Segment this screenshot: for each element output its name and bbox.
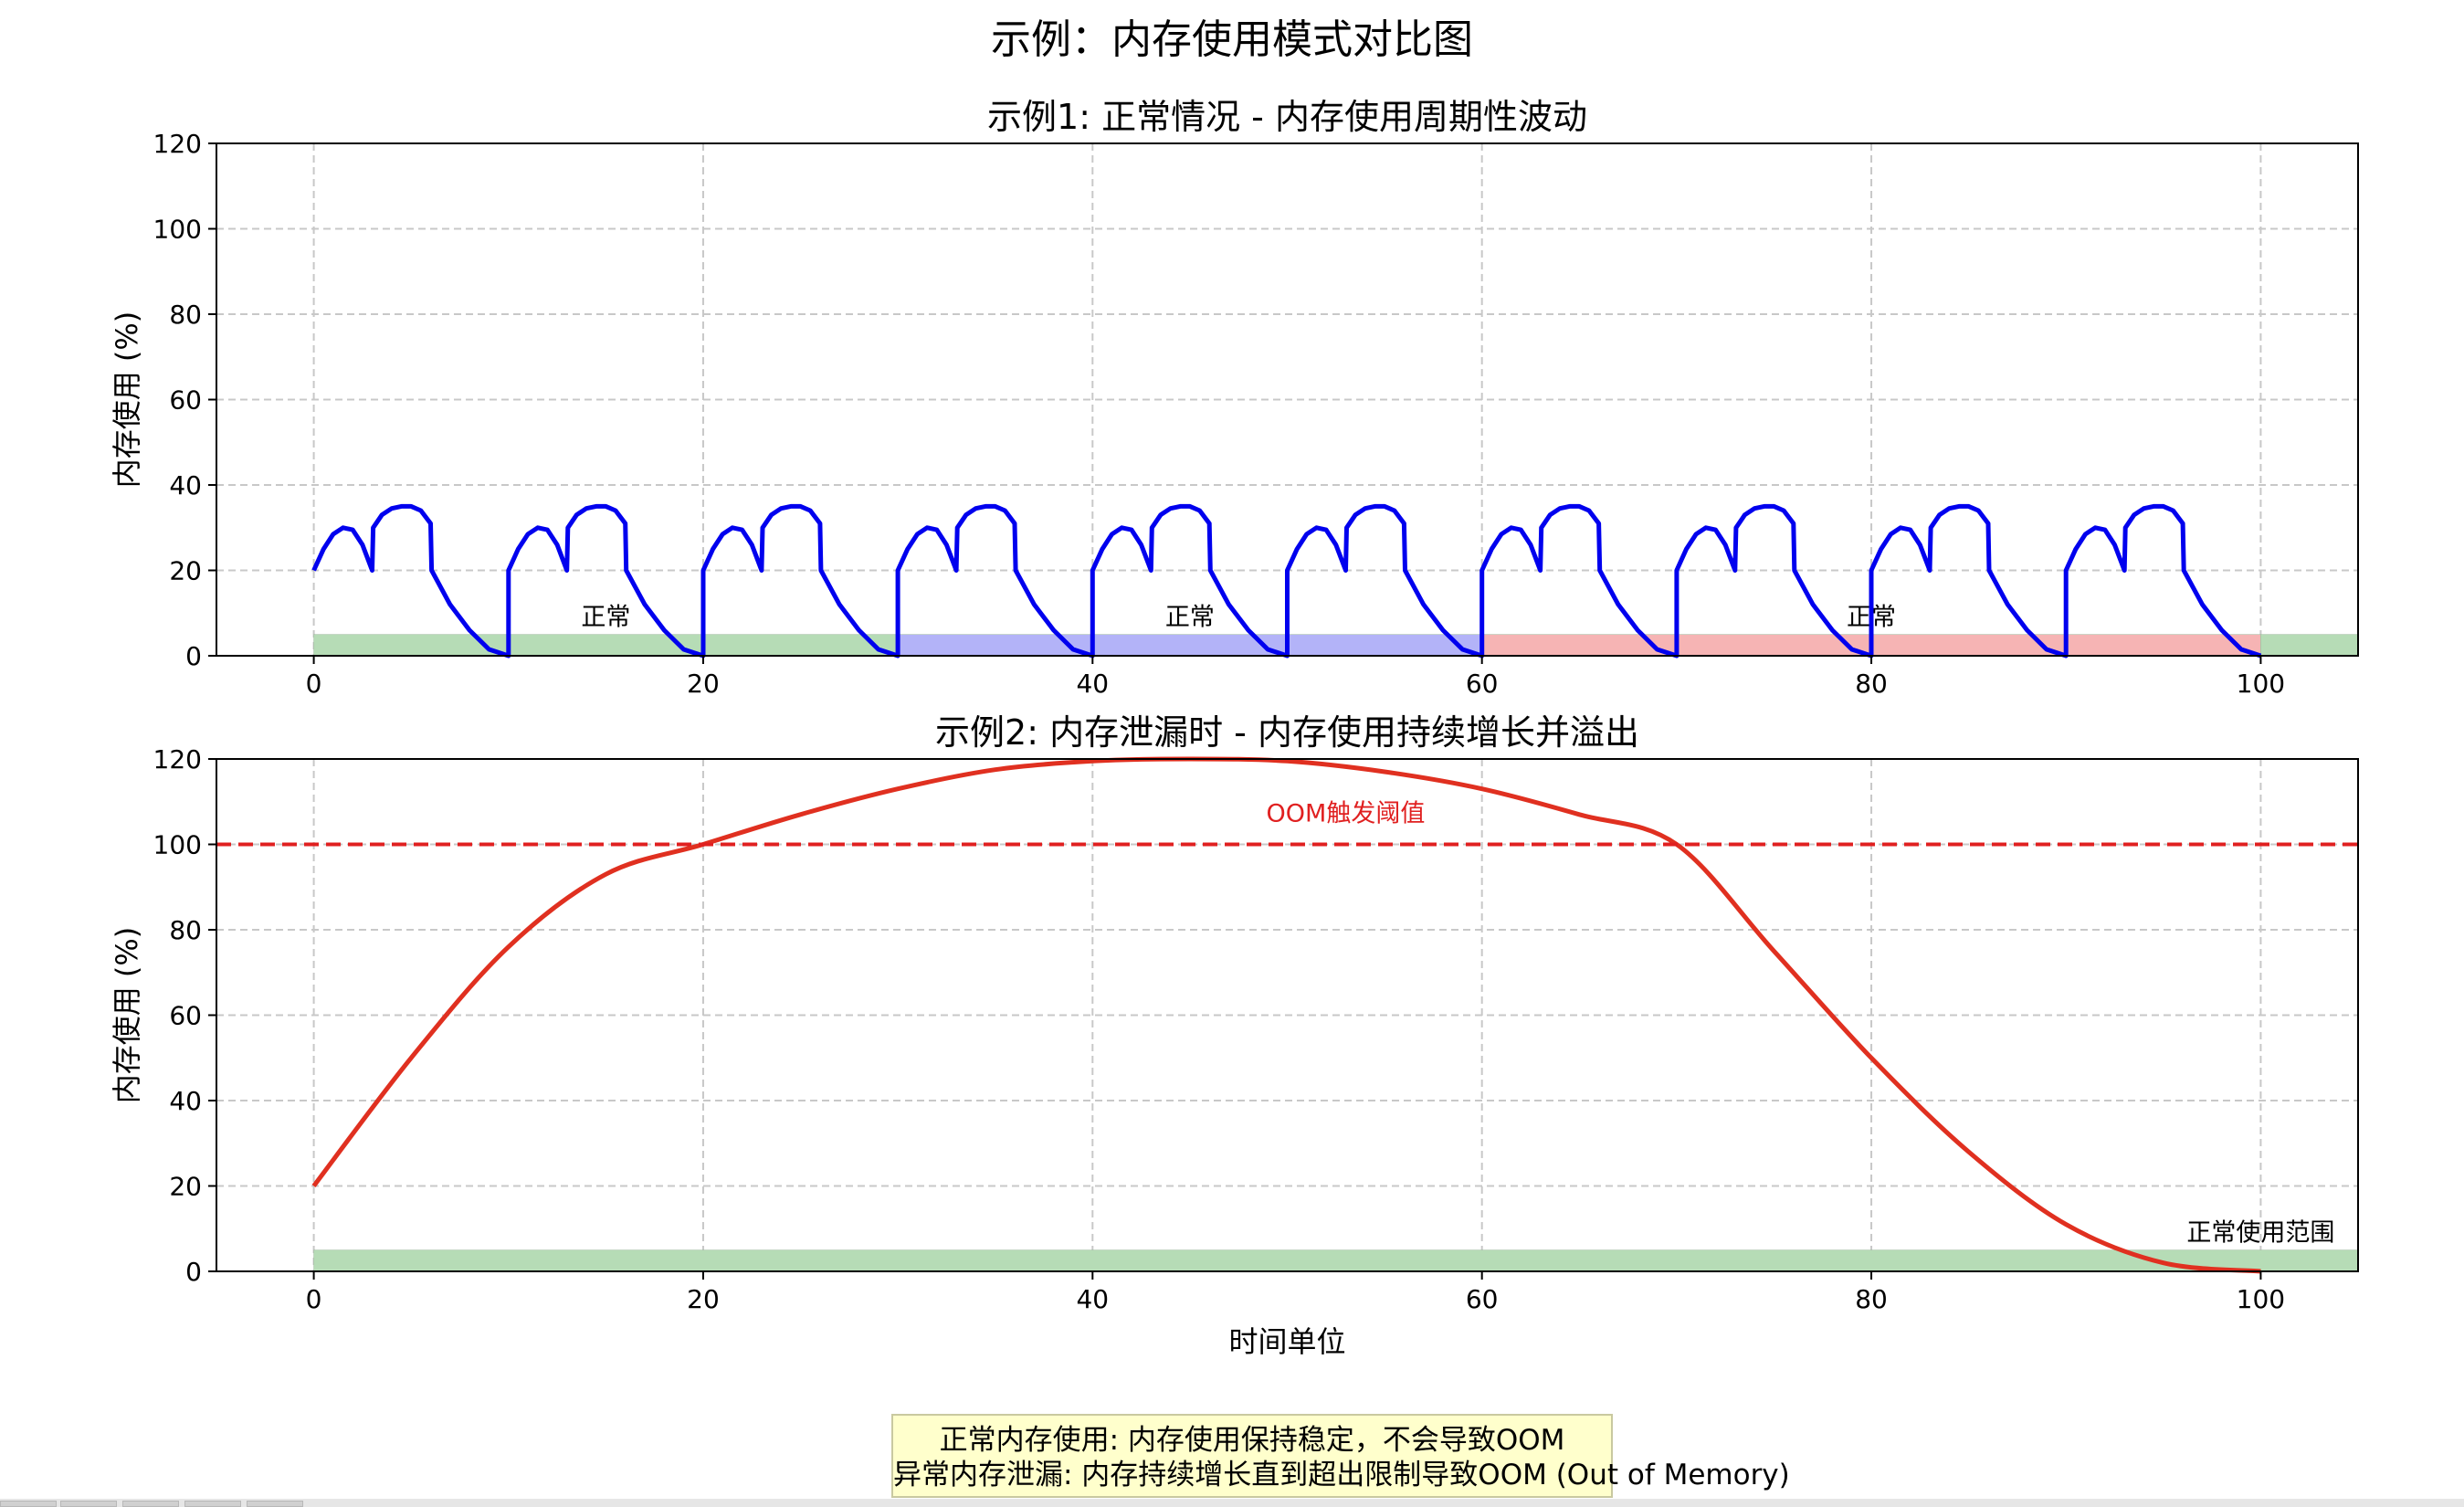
x-tick-label: 100: [2237, 669, 2285, 699]
x-axis-label: 时间单位: [1228, 1324, 1345, 1359]
y-tick-label: 100: [153, 830, 202, 860]
figure-title: 示例：内存使用模式对比图: [991, 16, 1473, 63]
y-tick-label: 120: [153, 129, 202, 159]
y-tick-label: 40: [169, 1086, 202, 1116]
note-line-normal: 正常内存使用: 内存使用保持稳定，不会导致OOM: [939, 1424, 1565, 1457]
x-tick-label: 100: [2237, 1284, 2285, 1314]
y-tick-label: 0: [185, 1257, 202, 1287]
subplot-title: 示例1: 正常情况 - 内存使用周期性波动: [987, 97, 1587, 137]
range-band: [313, 1249, 2359, 1272]
x-tick-label: 40: [1076, 669, 1109, 699]
x-tick-label: 80: [1855, 669, 1888, 699]
band-label: 正常: [581, 604, 630, 632]
x-tick-label: 20: [687, 669, 720, 699]
x-tick-label: 80: [1855, 1284, 1888, 1314]
y-tick-label: 80: [169, 300, 202, 330]
y-tick-label: 120: [153, 744, 202, 775]
range-band: [897, 634, 1482, 657]
memory-usage-leak-line: [311, 756, 2261, 1274]
y-tick-label: 60: [169, 1001, 202, 1031]
taskbar-tab[interactable]: [247, 1501, 303, 1507]
x-tick-label: 60: [1466, 1284, 1499, 1314]
taskbar-tab[interactable]: [122, 1501, 179, 1507]
y-tick-label: 60: [169, 385, 202, 416]
taskbar-tab[interactable]: [60, 1501, 117, 1507]
band-label: 正常: [1165, 604, 1215, 632]
y-tick-label: 0: [185, 641, 202, 671]
explanation-note: 正常内存使用: 内存使用保持稳定，不会导致OOM 异常内存泄漏: 内存持续增长直…: [891, 1414, 1790, 1498]
oom-threshold-label: OOM触发阈值: [1267, 800, 1426, 828]
note-line-leak: 异常内存泄漏: 内存持续增长直到超出限制导致OOM (Out of Memory…: [893, 1459, 1790, 1491]
y-tick-label: 80: [169, 915, 202, 945]
range-band: [313, 634, 899, 657]
y-tick-label: 20: [169, 1172, 202, 1202]
y-tick-label: 40: [169, 470, 202, 501]
subplot-title: 示例2: 内存泄漏时 - 内存使用持续增长并溢出: [935, 712, 1639, 753]
band-label: 正常使用范围: [2186, 1219, 2334, 1248]
taskbar-tab[interactable]: [0, 1501, 57, 1507]
y-axis-label: 内存使用 (%): [110, 311, 144, 489]
x-tick-label: 20: [687, 1284, 720, 1314]
window-taskbar: [0, 1499, 2464, 1507]
y-tick-label: 20: [169, 556, 202, 586]
x-tick-label: 0: [306, 669, 322, 699]
taskbar-tab[interactable]: [184, 1501, 241, 1507]
x-tick-label: 40: [1076, 1284, 1109, 1314]
x-tick-label: 60: [1466, 669, 1499, 699]
y-tick-label: 100: [153, 215, 202, 245]
y-axis-label: 内存使用 (%): [110, 927, 144, 1104]
range-band: [2260, 634, 2359, 657]
memory-usage-normal-line: [311, 503, 2262, 659]
x-tick-label: 0: [306, 1284, 322, 1314]
